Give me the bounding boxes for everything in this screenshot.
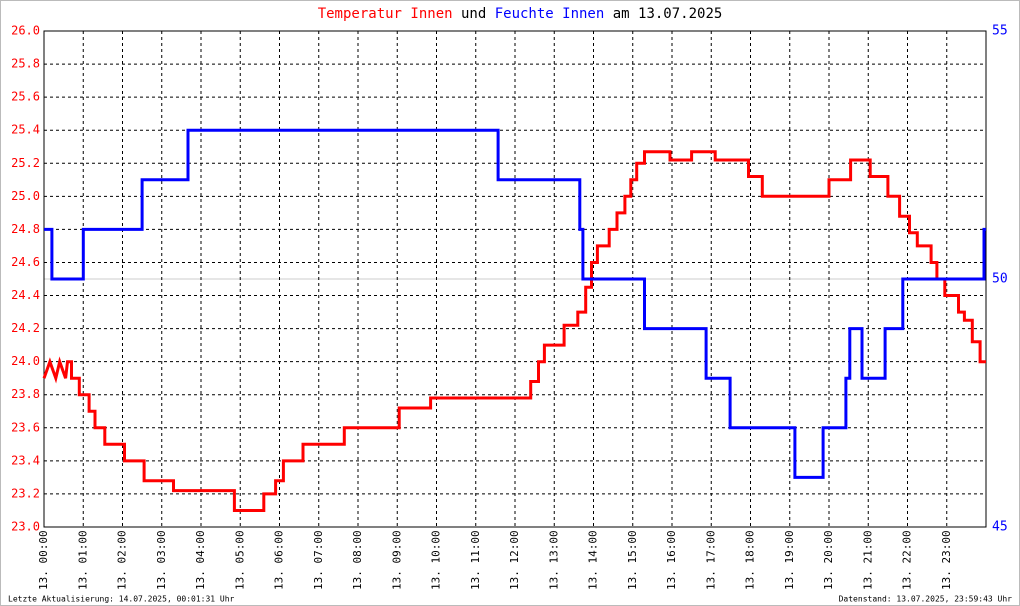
y-tick-label: 24.2: [11, 321, 40, 335]
x-tick-label: 13. 06:00: [273, 530, 286, 590]
title-joiner: und: [461, 6, 486, 22]
x-tick-label: 13. 10:00: [430, 530, 443, 590]
y-tick-label: 23.8: [11, 387, 40, 401]
y-tick-label: 25.6: [11, 90, 40, 104]
x-tick-label: 13. 02:00: [116, 530, 129, 590]
x-tick-label: 13. 00:00: [37, 530, 50, 590]
y-tick-label: 25.8: [11, 57, 40, 71]
x-tick-label: 13. 07:00: [312, 530, 325, 590]
y-tick-label: 23.0: [11, 520, 40, 534]
y2-tick-label: 45: [992, 520, 1008, 535]
y-tick-label: 26.0: [11, 24, 40, 38]
x-tick-label: 13. 20:00: [822, 530, 835, 590]
x-tick-label: 13. 09:00: [390, 530, 403, 590]
x-tick-label: 13. 18:00: [744, 530, 757, 590]
y2-tick-label: 50: [992, 272, 1008, 287]
series-line: [44, 128, 986, 479]
x-tick-label: 13. 12:00: [508, 530, 521, 590]
x-tick-label: 13. 05:00: [233, 530, 246, 590]
x-tick-label: 13. 13:00: [547, 530, 560, 590]
footer-right: Datenstand: 13.07.2025, 23:59:43 Uhr: [839, 595, 1013, 604]
x-tick-label: 13. 14:00: [587, 530, 600, 590]
y-tick-label: 23.4: [11, 453, 40, 467]
x-tick-label: 13. 16:00: [665, 530, 678, 590]
y-tick-label: 25.4: [11, 123, 40, 137]
x-tick-label: 13. 08:00: [351, 530, 364, 590]
x-tick-label: 13. 01:00: [76, 530, 89, 590]
y2-tick-label: 55: [992, 24, 1008, 39]
series-line: [42, 150, 986, 512]
x-tick-label: 13. 19:00: [783, 530, 796, 590]
x-tick-label: 13. 17:00: [704, 530, 717, 590]
y-tick-label: 23.6: [11, 420, 40, 434]
y-tick-label: 24.4: [11, 288, 40, 302]
y-tick-label: 24.8: [11, 222, 40, 236]
x-tick-label: 13. 04:00: [194, 530, 207, 590]
y-tick-label: 25.0: [11, 189, 40, 203]
y-tick-label: 25.2: [11, 156, 40, 170]
title-series-2: Feuchte Innen: [495, 6, 605, 22]
title-series-1: Temperatur Innen: [318, 6, 453, 22]
title-suffix: am 13.07.2025: [613, 6, 723, 22]
y-tick-label: 23.2: [11, 486, 40, 500]
x-tick-label: 13. 22:00: [901, 530, 914, 590]
x-tick-label: 13. 03:00: [155, 530, 168, 590]
y-tick-label: 24.6: [11, 255, 40, 269]
plot-border: [43, 30, 987, 528]
y-tick-label: 24.0: [11, 354, 40, 368]
x-tick-label: 13. 15:00: [626, 530, 639, 590]
footer-left: Letzte Aktualisierung: 14.07.2025, 00:01…: [8, 595, 235, 604]
chart-title: Temperatur Innen und Feuchte Innen am 13…: [318, 6, 723, 22]
x-tick-label: 13. 11:00: [469, 530, 482, 590]
x-tick-label: 13. 23:00: [940, 530, 953, 590]
x-tick-label: 13. 21:00: [861, 530, 874, 590]
